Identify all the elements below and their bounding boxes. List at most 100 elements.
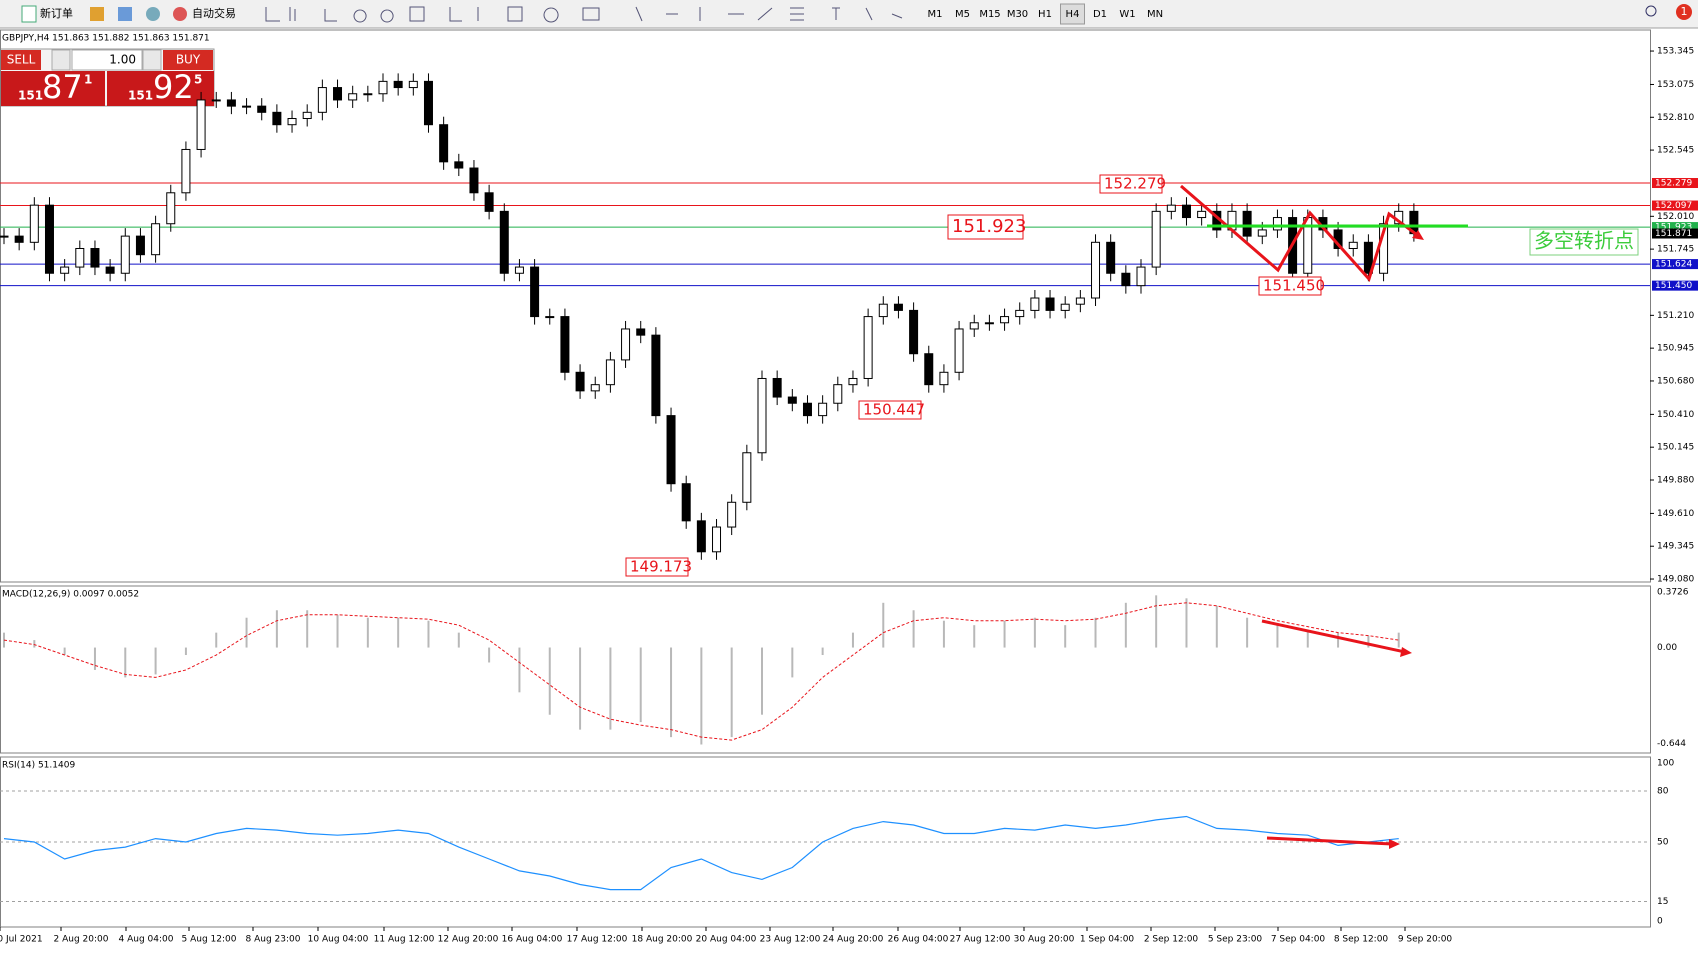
lot-value[interactable]: 1.00 [109,53,136,67]
bid-fraction[interactable]: 1 [84,73,92,87]
candle-body [560,316,570,373]
level-label: 151.871 [1655,229,1692,239]
candle-body [757,377,767,454]
x-tick-label: 20 Aug 04:00 [696,935,757,945]
price-annotation-box [858,400,922,420]
y-tick-label: 100 [1657,759,1674,769]
timeframe[interactable]: M5 [955,9,970,20]
y-tick-label: 149.080 [1657,575,1694,585]
x-tick-label: 27 Aug 12:00 [950,935,1011,945]
y-tick-label: 80 [1657,787,1669,797]
timeframe[interactable]: M1 [928,9,943,20]
x-tick-label: 5 Aug 12:00 [182,935,237,945]
y-tick-label: 152.810 [1657,113,1694,123]
candle-body [29,204,39,243]
x-tick-label: 2 Sep 12:00 [1144,935,1199,945]
candle-body [1272,217,1282,231]
level-label: 151.923 [1655,223,1692,233]
y-tick-label: 0.00 [1657,643,1677,653]
candle-body [75,247,85,268]
y-tick-label: -0.644 [1657,739,1686,749]
trend-arrow [1266,836,1393,846]
x-tick-label: 8 Aug 23:00 [246,935,301,945]
level-tag [1652,259,1698,270]
ask-pips[interactable]: 92 [153,68,194,106]
bid-pips[interactable]: 87 [42,68,83,106]
candle-body [242,105,252,108]
candle-body [287,118,297,126]
new-order-icon[interactable] [21,5,37,23]
candle-body [1121,272,1131,287]
candle-body [1151,210,1161,268]
auto-trade[interactable]: 自动交易 [192,6,236,20]
bid-big[interactable]: 151 [18,89,43,103]
candle-body [363,93,373,96]
candle-body [1091,241,1101,299]
price-annotation-box [947,214,1024,240]
candle-body [1060,303,1070,311]
x-tick-label: 30 Aug 20:00 [1014,935,1075,945]
candle-body [1197,210,1207,219]
icon[interactable] [146,7,160,21]
candle-body [120,235,130,274]
timeframe[interactable]: H1 [1038,9,1052,20]
x-tick-label: 7 Sep 04:00 [1271,935,1326,945]
price-annotation-box [1258,276,1322,296]
timeframe[interactable]: M15 [979,9,1000,20]
notification-badge[interactable] [1676,4,1692,20]
candle-body [1000,316,1010,324]
sell-button[interactable] [1,50,41,70]
timeframe-active [1060,3,1085,25]
price-annotation: 149.173 [630,558,692,576]
candle-body [302,111,312,120]
ask-fraction[interactable]: 5 [194,73,202,87]
lot-input[interactable] [71,49,143,71]
x-tick-label: 10 Aug 04:00 [308,935,369,945]
x-tick-label: 18 Aug 20:00 [632,935,693,945]
lot-up[interactable] [142,49,162,71]
panel-title: RSI(14) 51.1409 [2,761,75,771]
candle-body [211,99,221,102]
sell-label[interactable]: SELL [7,53,36,67]
level-label: 152.279 [1655,179,1692,189]
y-tick-label: 152.010 [1657,212,1694,222]
y-tick-label: 149.880 [1657,475,1694,485]
timeframe[interactable]: MN [1147,9,1163,20]
notification-count: 1 [1681,5,1688,18]
y-tick-label: 50 [1657,838,1669,848]
candle-body [1166,204,1176,212]
level-tag [1652,178,1698,189]
timeframe[interactable]: W1 [1119,9,1135,20]
buy-button[interactable] [163,50,213,70]
candle-body [863,316,873,379]
candle-body [226,99,236,107]
toolbar [0,0,1698,28]
timeframe[interactable]: M30 [1007,9,1028,20]
icon[interactable] [118,7,132,21]
candle-body [1257,229,1267,237]
auto-trade-icon[interactable] [173,7,187,21]
candle-body [742,452,752,503]
icon[interactable] [90,7,104,21]
bid-box[interactable] [1,71,105,106]
y-tick-label: 150.410 [1657,410,1694,420]
timeframe[interactable]: D1 [1093,9,1107,20]
lot-down[interactable] [51,49,71,71]
new-order[interactable]: 新订单 [40,6,73,20]
ask-box[interactable] [107,71,214,106]
timeframe[interactable]: H4 [1066,9,1080,20]
candle-body [666,415,676,485]
candle-body [575,371,585,392]
search-icon[interactable] [1645,5,1657,17]
x-tick-label: 9 Sep 20:00 [1398,935,1453,945]
y-tick-label: 150.680 [1657,376,1694,386]
rsi-line [3,815,1399,891]
candle-body [1106,241,1116,274]
candle-body [924,353,934,386]
candle-body [621,328,631,361]
price-annotation: 152.279 [1104,175,1166,193]
candle-body [605,359,615,386]
ask-big[interactable]: 151 [128,89,153,103]
buy-label[interactable]: BUY [176,53,201,67]
